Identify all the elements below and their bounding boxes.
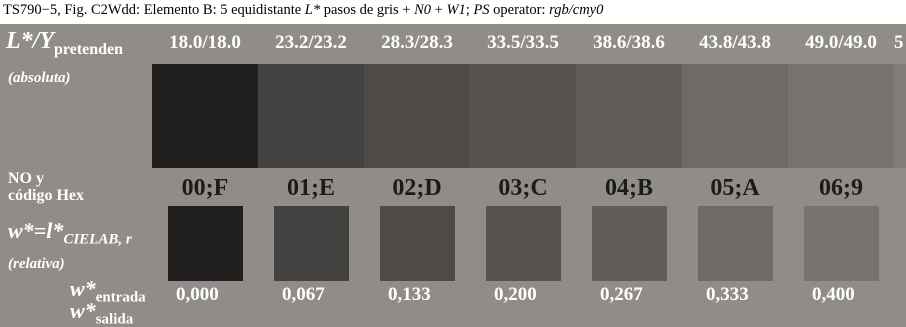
small-swatch-0: [168, 206, 243, 281]
value-col-6: 0,400: [812, 284, 855, 305]
large-swatch-4: [576, 64, 682, 168]
gray-scale-panel: L*/Ypretenden (absoluta) NO y código Hex…: [0, 24, 906, 327]
small-swatch-1: [274, 206, 349, 281]
header-col-5: 43.8/43.8: [699, 32, 771, 53]
w-salida-label: w*salida: [70, 298, 134, 327]
header-col-3: 33.5/33.5: [487, 32, 559, 53]
value-col-0: 0,000: [176, 284, 219, 305]
header-col-2: 28.3/28.3: [381, 32, 453, 53]
large-swatch-1: [258, 64, 364, 168]
large-swatch-2: [364, 64, 470, 168]
code-col-4: 04;B: [605, 175, 653, 201]
value-col-5: 0,333: [706, 284, 749, 305]
value-col-1: 0,067: [282, 284, 325, 305]
code-col-0: 00;F: [181, 175, 229, 201]
code-col-5: 05;A: [710, 175, 760, 201]
header-col-7: 5: [894, 32, 904, 53]
large-swatch-6: [788, 64, 894, 168]
w-l-label: w*=l*CIELAB, r: [8, 218, 132, 248]
no-y-label: NO y: [8, 170, 44, 187]
absoluta-label: (absoluta): [8, 70, 71, 86]
code-col-1: 01;E: [287, 175, 335, 201]
codigo-hex-label: código Hex: [8, 187, 84, 204]
header-col-6: 49.0/49.0: [805, 32, 877, 53]
small-swatch-2: [380, 206, 455, 281]
code-col-2: 02;D: [392, 175, 442, 201]
header-col-0: 18.0/18.0: [169, 32, 241, 53]
small-swatch-6: [804, 206, 879, 281]
large-swatch-5: [682, 64, 788, 168]
figure-caption: TS790−5, Fig. C2Wdd: Elemento B: 5 equid…: [3, 2, 604, 18]
small-swatch-3: [486, 206, 561, 281]
small-swatch-5: [698, 206, 773, 281]
relativa-label: (relativa): [8, 256, 65, 272]
large-swatch-3: [470, 64, 576, 168]
small-swatch-4: [592, 206, 667, 281]
w-entrada-label: w*entrada: [70, 276, 146, 306]
large-swatch-7: [894, 64, 906, 168]
header-col-1: 23.2/23.2: [275, 32, 347, 53]
code-col-3: 03;C: [498, 175, 548, 201]
code-col-6: 06;9: [819, 175, 863, 201]
ly-label: L*/Ypretenden: [6, 28, 124, 58]
value-col-4: 0,267: [600, 284, 643, 305]
header-col-4: 38.6/38.6: [593, 32, 665, 53]
value-col-3: 0,200: [494, 284, 537, 305]
large-swatch-0: [152, 64, 258, 168]
value-col-2: 0,133: [388, 284, 431, 305]
